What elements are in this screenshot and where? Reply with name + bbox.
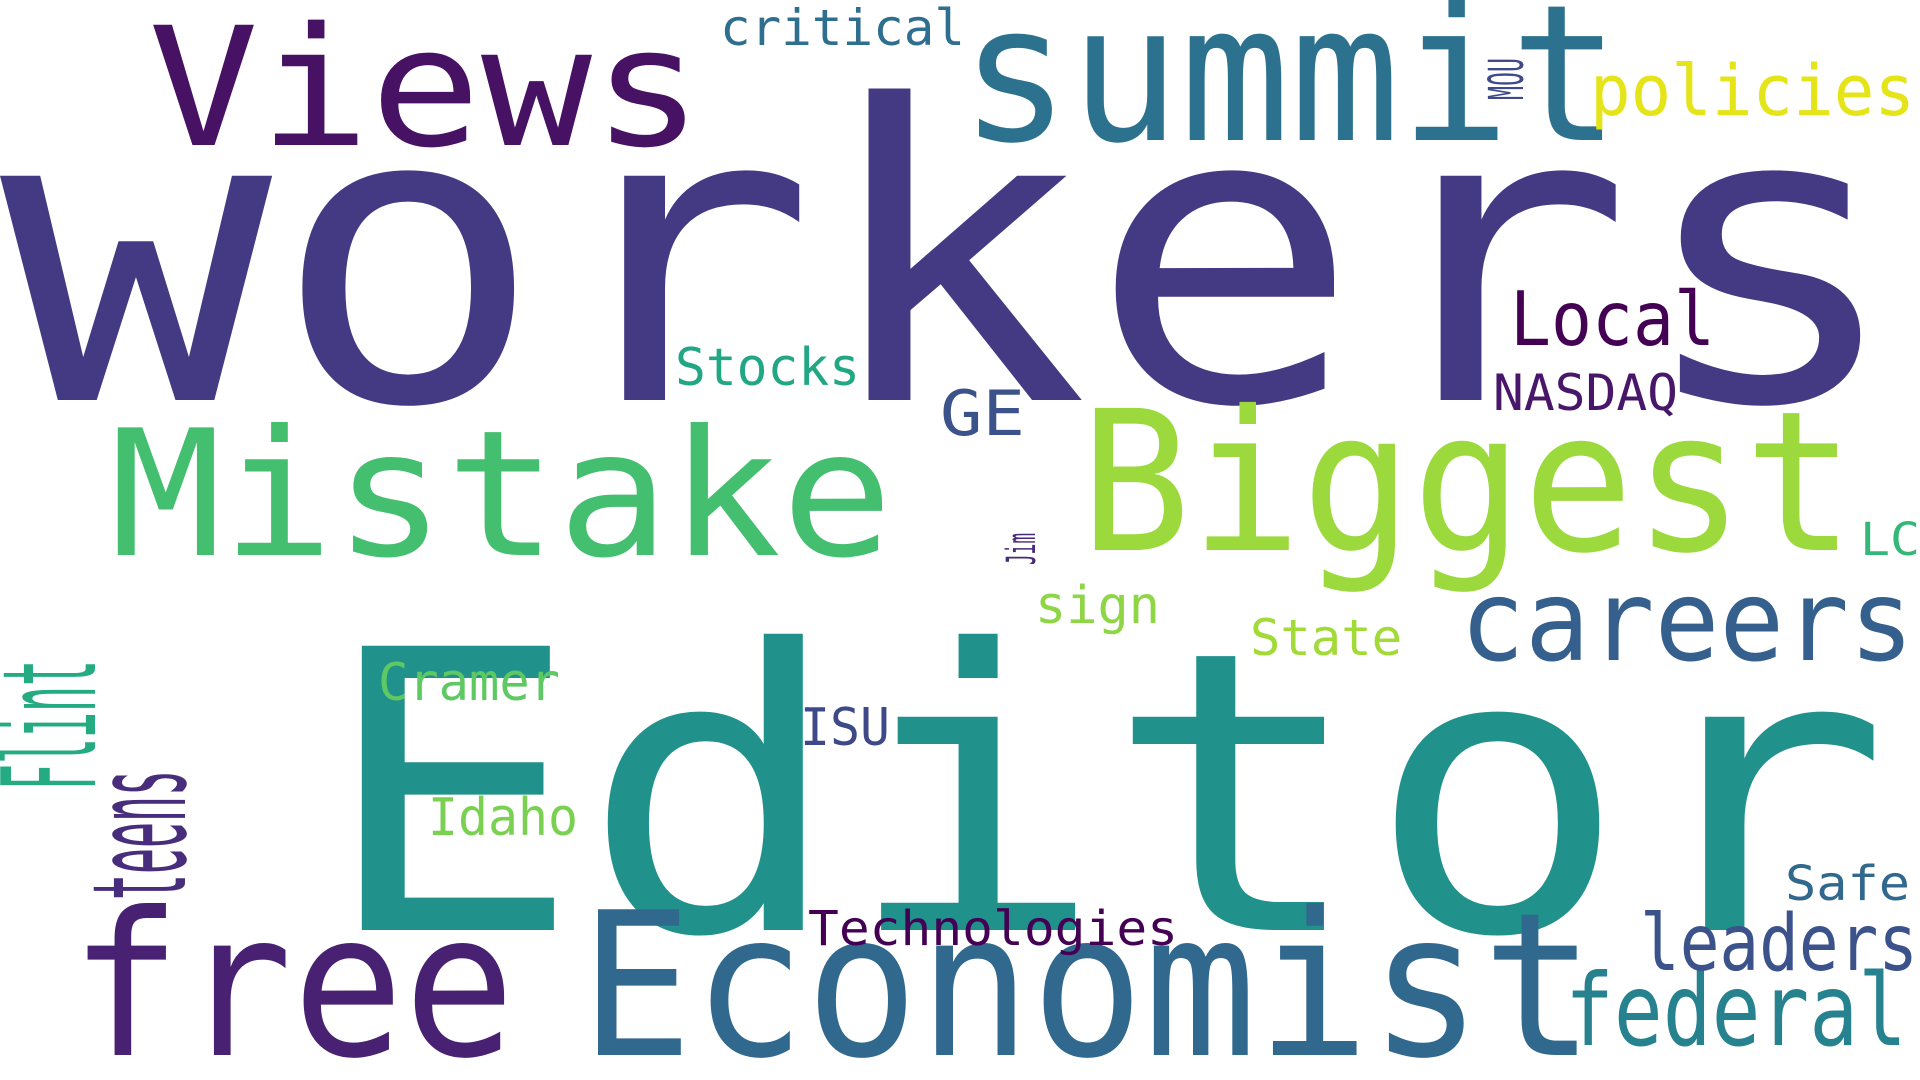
word-local: Local: [1510, 275, 1715, 363]
word-mistake: Mistake: [110, 394, 893, 597]
word-technologies: Technologies: [808, 901, 1178, 957]
word-careers: careers: [1460, 557, 1914, 687]
word-biggest: Biggest: [1080, 369, 1855, 596]
word-lc: LC: [1860, 513, 1920, 566]
word-isu: ISU: [800, 698, 890, 758]
word-stocks: Stocks: [675, 338, 860, 398]
word-mou: MOU: [1479, 58, 1535, 100]
word-flint: Flint: [0, 660, 126, 790]
word-teens: teens: [64, 770, 216, 900]
word-summit: summit: [960, 0, 1620, 185]
word-views: Views: [148, 0, 703, 184]
word-ge: GE: [940, 377, 1025, 450]
word-nasdaq: NASDAQ: [1493, 364, 1678, 422]
word-state: State: [1250, 609, 1402, 667]
word-workers: workers: [0, 19, 1905, 497]
word-idaho: Idaho: [428, 788, 578, 848]
word-jim: Jim: [999, 533, 1045, 565]
word-critical: critical: [720, 0, 965, 57]
word-economist: Economist: [580, 870, 1595, 1080]
word-federal: federal: [1565, 952, 1907, 1069]
word-free: free: [70, 870, 515, 1080]
word-leaders: leaders: [1640, 899, 1918, 989]
word-policies: policies: [1590, 50, 1915, 132]
word-cramer: Cramer: [378, 653, 560, 713]
word-safe: Safe: [1785, 856, 1910, 912]
word-sign: sign: [1035, 576, 1160, 636]
word-editor: Editor: [320, 568, 1890, 1022]
